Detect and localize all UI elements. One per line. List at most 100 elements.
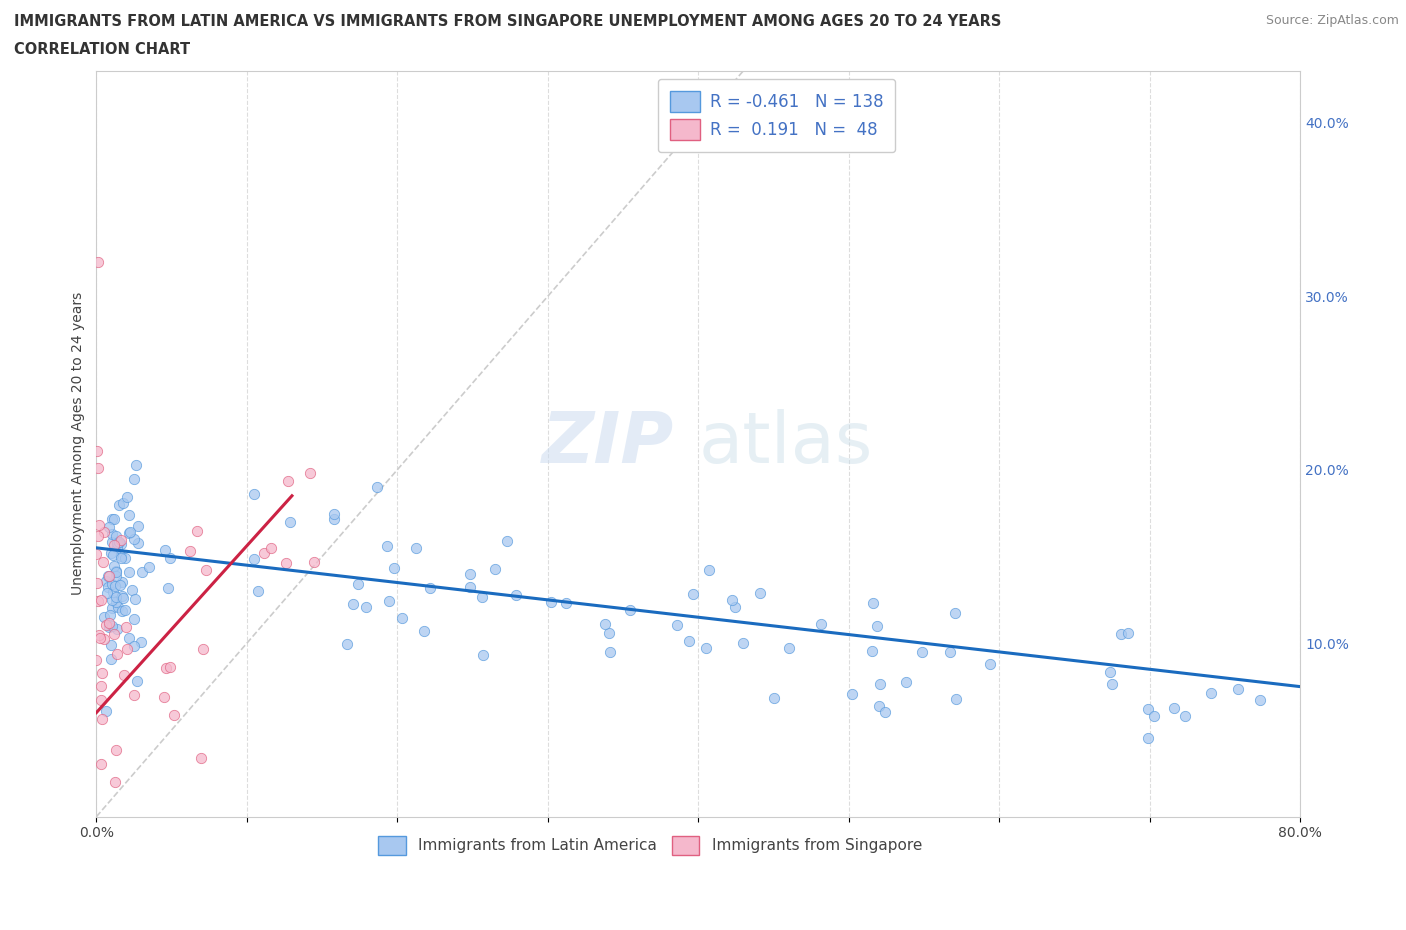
Text: CORRELATION CHART: CORRELATION CHART: [14, 42, 190, 57]
Point: [105, 742, 128, 757]
Point: [190, 751, 212, 766]
Point: [86, 576, 108, 591]
Point: [107, 599, 129, 614]
Point: [159, 551, 181, 565]
Point: [118, 525, 141, 540]
Point: [100, 546, 122, 561]
Point: [122, 611, 145, 626]
Point: [127, 536, 149, 551]
Point: [1143, 709, 1166, 724]
Point: [277, 473, 299, 488]
Point: [114, 603, 136, 618]
Point: [866, 619, 889, 634]
Point: [1163, 700, 1185, 715]
Point: [111, 603, 134, 618]
Point: [243, 551, 266, 566]
Point: [979, 657, 1001, 671]
Point: [90, 693, 112, 708]
Point: [93, 610, 115, 625]
Point: [86, 652, 108, 667]
Point: [105, 564, 128, 578]
Point: [1174, 709, 1197, 724]
Point: [90, 679, 112, 694]
Point: [105, 594, 128, 609]
Point: [247, 583, 270, 598]
Point: [107, 535, 129, 550]
Point: [868, 698, 890, 713]
Point: [118, 631, 141, 645]
Point: [873, 705, 896, 720]
Point: [87, 254, 110, 269]
Point: [153, 542, 176, 557]
Point: [678, 633, 700, 648]
Point: [155, 661, 177, 676]
Point: [896, 674, 918, 689]
Point: [100, 535, 122, 550]
Point: [115, 619, 138, 634]
Point: [118, 525, 141, 539]
Point: [105, 540, 128, 555]
Point: [117, 490, 139, 505]
Point: [460, 566, 482, 581]
Point: [484, 562, 506, 577]
Point: [298, 465, 321, 480]
Point: [697, 562, 720, 577]
Point: [110, 549, 132, 564]
Point: [91, 554, 114, 569]
Point: [253, 546, 276, 561]
Point: [101, 577, 124, 591]
Point: [945, 691, 967, 706]
Point: [101, 512, 124, 526]
Point: [869, 676, 891, 691]
Point: [195, 563, 218, 578]
Point: [938, 644, 960, 659]
Point: [505, 588, 527, 603]
Point: [666, 618, 689, 633]
Point: [107, 498, 129, 512]
Point: [98, 608, 121, 623]
Point: [98, 569, 121, 584]
Point: [763, 691, 786, 706]
Point: [179, 544, 201, 559]
Point: [163, 707, 186, 722]
Point: [107, 536, 129, 551]
Point: [323, 512, 346, 526]
Point: [260, 540, 283, 555]
Point: [111, 591, 134, 605]
Point: [721, 592, 744, 607]
Point: [101, 584, 124, 599]
Point: [125, 458, 148, 472]
Point: [124, 472, 146, 487]
Text: atlas: atlas: [699, 409, 873, 478]
Point: [860, 644, 883, 658]
Point: [127, 518, 149, 533]
Point: [89, 517, 111, 532]
Point: [110, 551, 132, 565]
Point: [104, 528, 127, 543]
Point: [302, 555, 325, 570]
Point: [101, 618, 124, 633]
Point: [276, 555, 298, 570]
Point: [157, 581, 180, 596]
Point: [122, 532, 145, 547]
Point: [540, 594, 562, 609]
Point: [87, 460, 110, 475]
Point: [495, 534, 517, 549]
Point: [108, 578, 131, 592]
Point: [186, 524, 208, 538]
Point: [1199, 685, 1222, 700]
Legend: Immigrants from Latin America, Immigrants from Singapore: Immigrants from Latin America, Immigrant…: [373, 830, 928, 861]
Point: [107, 646, 129, 661]
Point: [278, 515, 301, 530]
Point: [104, 578, 127, 593]
Point: [103, 538, 125, 552]
Point: [91, 712, 114, 727]
Point: [413, 624, 436, 639]
Point: [1227, 682, 1250, 697]
Point: [89, 628, 111, 643]
Point: [118, 508, 141, 523]
Point: [93, 631, 115, 646]
Point: [1137, 701, 1160, 716]
Point: [91, 666, 114, 681]
Point: [366, 480, 388, 495]
